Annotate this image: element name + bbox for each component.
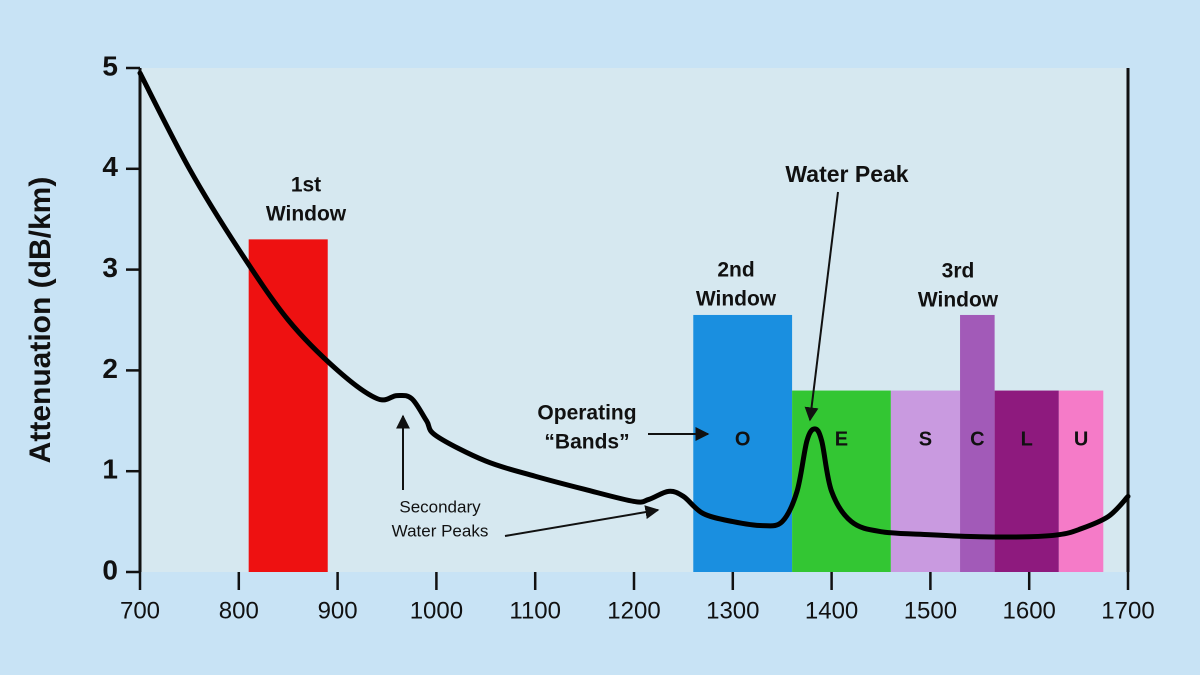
x-tick-label: 1100 bbox=[509, 597, 561, 624]
x-tick-label: 900 bbox=[318, 597, 358, 624]
annotation: “Bands” bbox=[544, 431, 629, 454]
annotation: 2nd bbox=[717, 259, 754, 282]
annotation: Window bbox=[266, 203, 347, 226]
annotation: Operating bbox=[537, 402, 636, 425]
annotation: Secondary bbox=[399, 497, 481, 516]
x-tick-label: 800 bbox=[219, 597, 259, 624]
x-tick-label: 1300 bbox=[706, 597, 759, 624]
band-region bbox=[960, 314, 995, 572]
annotation: Water Peak bbox=[785, 161, 908, 187]
band-region bbox=[890, 390, 961, 572]
y-tick-label: 5 bbox=[102, 50, 118, 81]
annotation: 1st bbox=[291, 174, 321, 197]
annotation: Window bbox=[918, 289, 999, 312]
attenuation-curve bbox=[137, 70, 1131, 540]
annotation: 3rd bbox=[942, 260, 975, 283]
annotation: Window bbox=[696, 288, 777, 311]
x-tick-label: 1500 bbox=[904, 597, 957, 624]
band-region bbox=[693, 314, 793, 572]
band-label: U bbox=[1074, 428, 1088, 450]
x-tick-label: 1000 bbox=[410, 597, 463, 624]
y-tick-label: 1 bbox=[102, 454, 118, 485]
x-tick-label: 700 bbox=[120, 597, 160, 624]
band-label: S bbox=[919, 428, 932, 450]
arrow bbox=[504, 505, 660, 537]
band-region bbox=[792, 390, 891, 572]
band-label: E bbox=[835, 428, 848, 450]
band-region bbox=[994, 390, 1059, 572]
y-tick-label: 0 bbox=[102, 554, 118, 585]
y-tick-label: 2 bbox=[102, 353, 118, 384]
band-label: C bbox=[970, 428, 984, 450]
y-tick-label: 3 bbox=[102, 252, 118, 283]
x-tick-label: 1600 bbox=[1003, 597, 1056, 624]
band-region bbox=[248, 239, 328, 573]
y-axis-label: Attenuation (dB/km) bbox=[24, 177, 57, 464]
arrow bbox=[804, 191, 839, 422]
x-tick-label: 1700 bbox=[1101, 597, 1154, 624]
band-label: L bbox=[1021, 428, 1033, 450]
x-tick-label: 1400 bbox=[805, 597, 858, 624]
annotation: Water Peaks bbox=[392, 521, 489, 540]
band-region bbox=[1058, 390, 1104, 572]
x-tick-label: 1200 bbox=[607, 597, 660, 624]
y-tick-label: 4 bbox=[102, 151, 118, 182]
band-label: O bbox=[735, 428, 751, 450]
